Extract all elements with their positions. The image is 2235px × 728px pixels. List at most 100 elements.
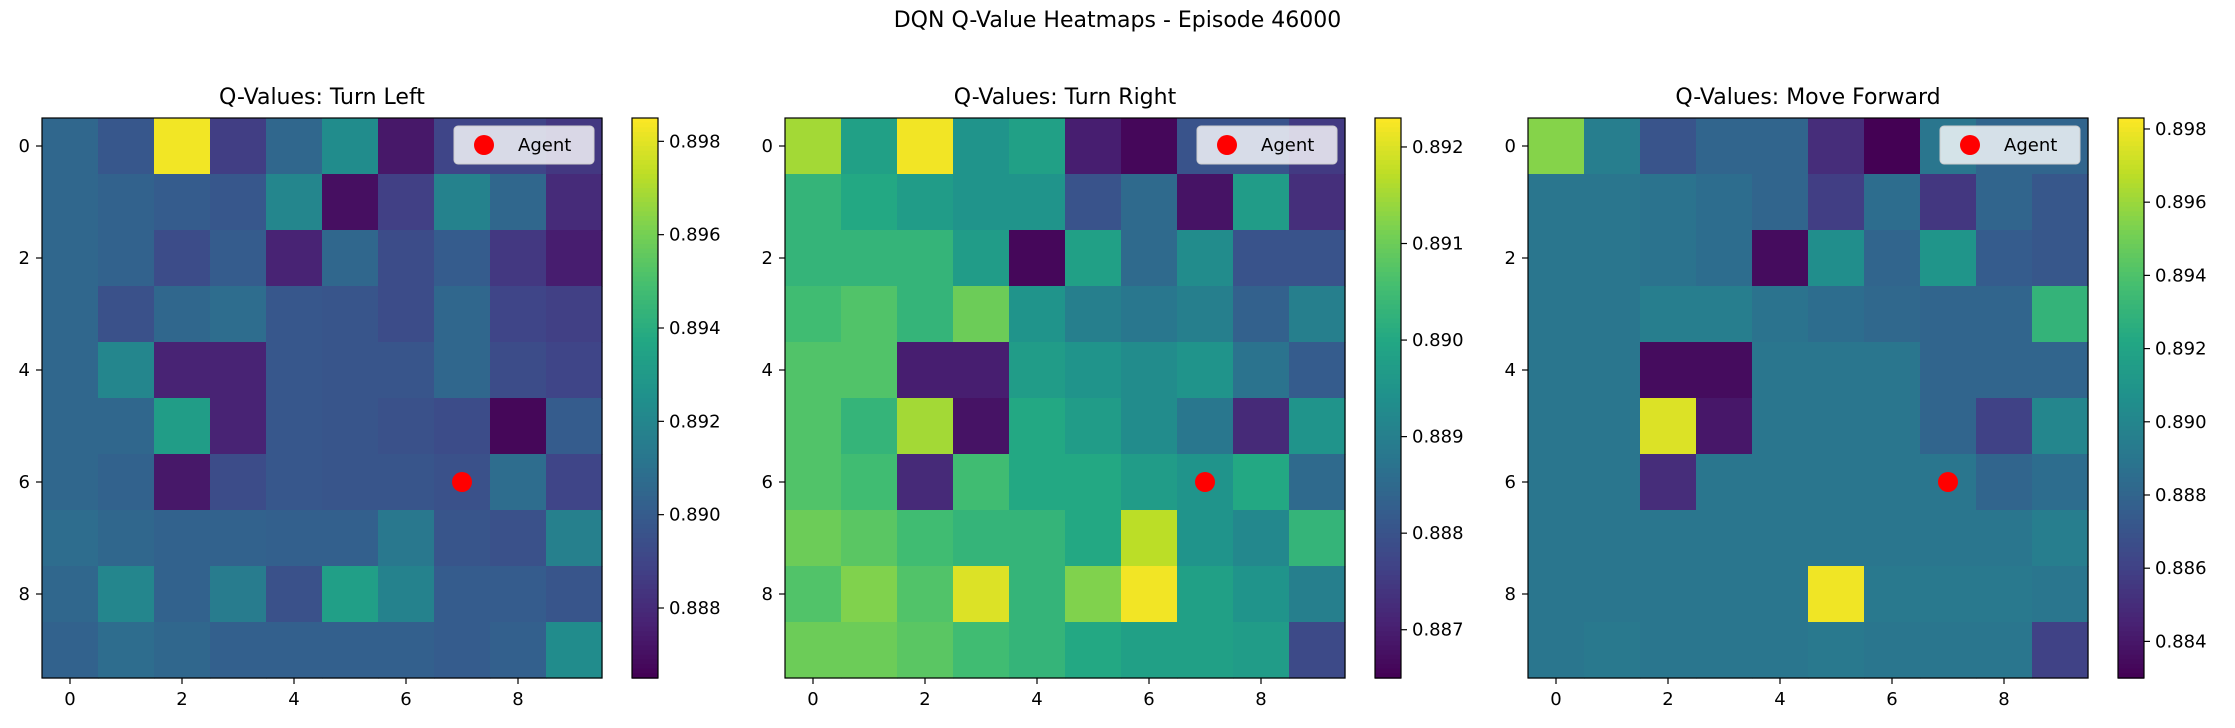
colorbar-segment (632, 552, 658, 558)
heatmap-cell-r3-c6 (1121, 286, 1178, 343)
colorbar-segment (632, 636, 658, 642)
heatmap-cell-r8-c6 (1121, 566, 1178, 623)
colorbar-segment (632, 393, 658, 399)
colorbar-segment (2118, 318, 2144, 325)
colorbar-segment (1375, 127, 1401, 133)
heatmap-cell-r1-c4 (266, 174, 323, 231)
colorbar-segment (1375, 407, 1401, 413)
colorbar-segment (1375, 673, 1401, 679)
colorbar-segment (632, 342, 658, 348)
heatmap-cell-r1-c3 (210, 174, 267, 231)
colorbar-segment (1375, 202, 1401, 208)
colorbar-segment (1375, 220, 1401, 227)
colorbar-segment (632, 318, 658, 325)
colorbar-tick-label: 0.889 (1412, 427, 1464, 448)
figure-title: DQN Q-Value Heatmaps - Episode 46000 (893, 8, 1342, 33)
colorbar-segment (1375, 575, 1401, 581)
colorbar-segment (2118, 561, 2144, 567)
colorbar-segment (632, 454, 658, 460)
colorbar-segment (2118, 290, 2144, 297)
heatmap-cell-r2-c1 (98, 230, 155, 287)
heatmap-cell-r4-c2 (897, 342, 954, 399)
colorbar-segment (2118, 253, 2144, 259)
heatmap-cell-r8-c1 (1584, 566, 1641, 623)
colorbar-segment (1375, 286, 1401, 292)
colorbar-segment (2118, 234, 2144, 241)
heatmap-cell-r1-c9 (2032, 174, 2089, 231)
heatmap-cell-r0-c2 (1640, 118, 1697, 175)
colorbar-segment (1375, 505, 1401, 511)
colorbar-tick-label: 0.890 (1412, 330, 1464, 351)
x-tick-label: 2 (919, 689, 930, 710)
heatmap-cell-r5-c4 (1752, 398, 1809, 455)
heatmap-cell-r1-c5 (322, 174, 379, 231)
colorbar-segment (1375, 510, 1401, 516)
heatmap-cell-r2-c6 (1864, 230, 1921, 287)
heatmap-cell-r9-c3 (210, 622, 267, 679)
colorbar-segment (2118, 402, 2144, 409)
colorbar-segment (1375, 239, 1401, 245)
colorbar-segment (2118, 650, 2144, 656)
colorbar-segment (1375, 328, 1401, 334)
heatmap-cell-r9-c8 (1976, 622, 2033, 679)
heatmap-cell-r4-c9 (2032, 342, 2089, 399)
heatmap-cell-r0-c5 (1065, 118, 1122, 175)
heatmap-cell-r8-c1 (98, 566, 155, 623)
colorbar-segment (632, 286, 658, 292)
colorbar-segment (632, 323, 658, 329)
heatmap-cell-r7-c1 (841, 510, 898, 567)
colorbar-segment (1375, 290, 1401, 297)
colorbar-segment (2118, 295, 2144, 301)
colorbar-segment (2118, 519, 2144, 525)
colorbar-segment (2118, 668, 2144, 675)
y-tick-label: 6 (1505, 472, 1516, 493)
colorbar-segment (2118, 421, 2144, 427)
colorbar-segment (2118, 150, 2144, 157)
heatmap-cell-r2-c2 (897, 230, 954, 287)
heatmap-cell-r0-c6 (1121, 118, 1178, 175)
heatmap-cell-r9-c9 (2032, 622, 2089, 679)
colorbar-segment (1375, 160, 1401, 166)
heatmap-cell-r4-c7 (1920, 342, 1977, 399)
colorbar-segment (632, 202, 658, 208)
heatmap-cell-r6-c4 (1009, 454, 1066, 511)
colorbar-segment (2118, 472, 2144, 479)
y-tick-label: 8 (762, 584, 773, 605)
heatmap-cell-r3-c2 (1640, 286, 1697, 343)
heatmap-cell-r7-c8 (1233, 510, 1290, 567)
colorbar-segment (2118, 379, 2144, 385)
colorbar-segment (632, 570, 658, 577)
heatmap-cell-r1-c1 (1584, 174, 1641, 231)
y-tick-label: 4 (1505, 360, 1516, 381)
heatmap-cell-r8-c0 (1528, 566, 1585, 623)
colorbar-segment (2118, 570, 2144, 577)
colorbar-segment (2118, 220, 2144, 227)
heatmap-cell-r0-c0 (785, 118, 842, 175)
colorbar-segment (1375, 468, 1401, 474)
heatmap-cell-r5-c4 (266, 398, 323, 455)
colorbar-tick-label: 0.886 (2155, 558, 2207, 579)
colorbar-segment (2118, 192, 2144, 199)
colorbar-segment (2118, 510, 2144, 516)
colorbar-segment (632, 594, 658, 600)
legend-label: Agent (518, 135, 571, 156)
heatmap-cell-r8-c0 (42, 566, 99, 623)
colorbar-segment (2118, 160, 2144, 166)
x-tick-label: 4 (1031, 689, 1042, 710)
colorbar-segment (2118, 346, 2144, 353)
colorbar-tick-label: 0.884 (2155, 631, 2207, 652)
colorbar-tick-label: 0.898 (669, 131, 721, 152)
heatmap-cell-r6-c3 (953, 454, 1010, 511)
heatmap-cell-r4-c0 (42, 342, 99, 399)
colorbar-segment (2118, 416, 2144, 423)
heatmap-cell-r1-c6 (1864, 174, 1921, 231)
heatmap-cell-r0-c1 (841, 118, 898, 175)
legend-label: Agent (2004, 135, 2057, 156)
heatmap-cell-r8-c2 (1640, 566, 1697, 623)
heatmap-cell-r8-c0 (785, 566, 842, 623)
heatmap-cell-r9-c5 (1065, 622, 1122, 679)
heatmap-cell-r2-c3 (1696, 230, 1753, 287)
heatmap-cell-r8-c4 (1752, 566, 1809, 623)
colorbar-segment (632, 524, 658, 530)
